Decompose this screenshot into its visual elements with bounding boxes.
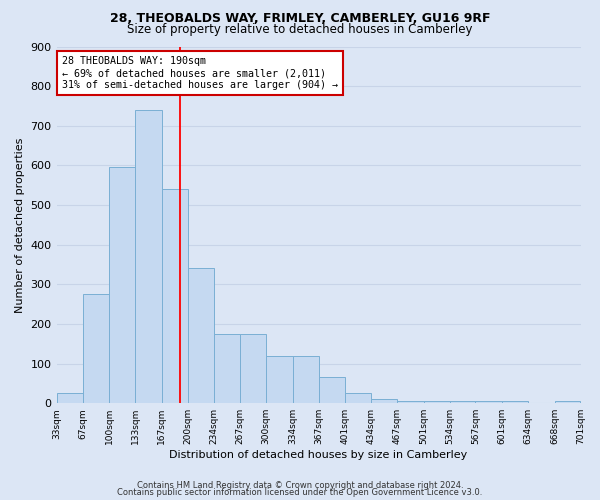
Bar <box>397 401 424 403</box>
Y-axis label: Number of detached properties: Number of detached properties <box>15 137 25 312</box>
Text: 28, THEOBALDS WAY, FRIMLEY, CAMBERLEY, GU16 9RF: 28, THEOBALDS WAY, FRIMLEY, CAMBERLEY, G… <box>110 12 490 26</box>
Bar <box>56 394 83 403</box>
Bar <box>502 401 528 403</box>
Text: Contains HM Land Registry data © Crown copyright and database right 2024.: Contains HM Land Registry data © Crown c… <box>137 480 463 490</box>
Bar <box>371 399 397 403</box>
Bar <box>109 168 135 403</box>
Bar <box>161 189 188 403</box>
Bar <box>293 356 319 403</box>
Bar <box>83 294 109 403</box>
Bar <box>135 110 161 403</box>
Bar <box>345 394 371 403</box>
Bar <box>475 401 502 403</box>
Bar <box>319 378 345 403</box>
Bar <box>449 401 475 403</box>
X-axis label: Distribution of detached houses by size in Camberley: Distribution of detached houses by size … <box>169 450 467 460</box>
Bar <box>188 268 214 403</box>
Text: Contains public sector information licensed under the Open Government Licence v3: Contains public sector information licen… <box>118 488 482 497</box>
Bar <box>214 334 240 403</box>
Text: Size of property relative to detached houses in Camberley: Size of property relative to detached ho… <box>127 22 473 36</box>
Bar <box>424 401 449 403</box>
Bar <box>554 401 580 403</box>
Text: 28 THEOBALDS WAY: 190sqm
← 69% of detached houses are smaller (2,011)
31% of sem: 28 THEOBALDS WAY: 190sqm ← 69% of detach… <box>62 56 338 90</box>
Bar <box>240 334 266 403</box>
Bar <box>266 356 293 403</box>
